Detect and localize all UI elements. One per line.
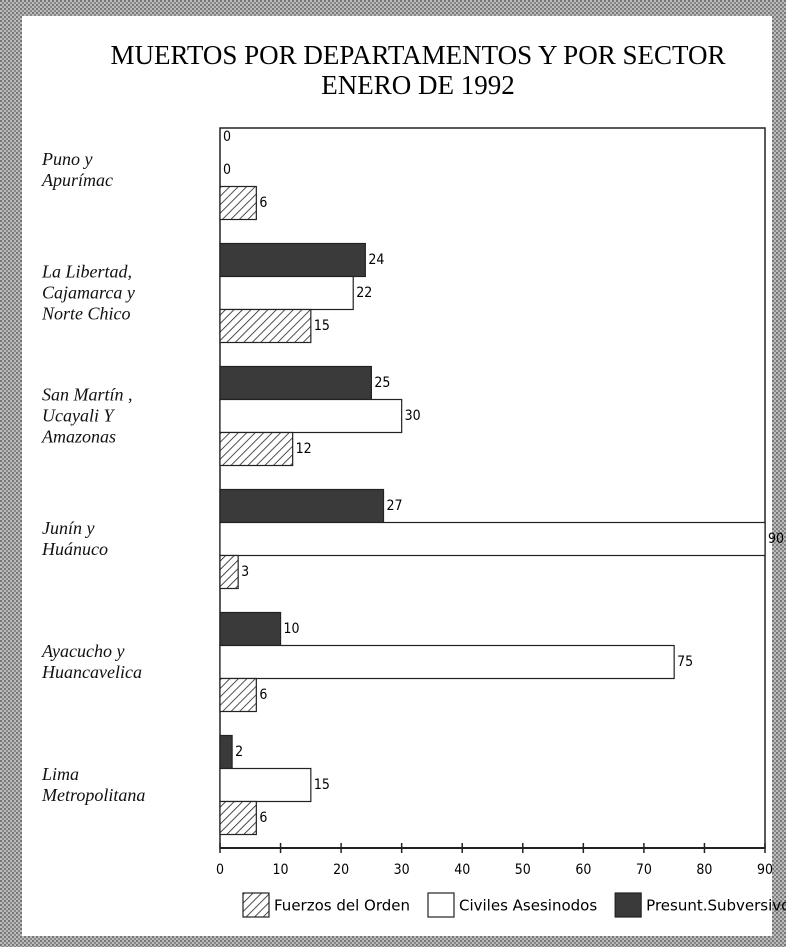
bar	[219, 554, 239, 590]
category-label: Puno y Apurímac	[42, 149, 113, 190]
value-label: 22	[356, 285, 372, 301]
bar	[219, 398, 403, 434]
value-label: 75	[677, 654, 693, 670]
x-tick-label: 90	[757, 862, 773, 878]
legend-swatch	[427, 892, 455, 918]
x-tick-label: 0	[216, 862, 224, 878]
value-label: 12	[296, 441, 312, 457]
bar	[219, 734, 233, 770]
chart-title: MUERTOS POR DEPARTAMENTOS Y POR SECTOR	[111, 40, 726, 70]
value-label: 6	[259, 810, 267, 826]
value-label: 10	[284, 621, 300, 637]
bar	[219, 185, 257, 221]
category-label: San Martín , Ucayali Y Amazonas	[42, 384, 133, 447]
legend-label: Civiles Asesinodos	[459, 897, 597, 915]
x-tick-label: 70	[636, 862, 652, 878]
x-tick-label: 80	[696, 862, 712, 878]
bar	[219, 488, 385, 524]
value-label: 0	[223, 162, 231, 178]
value-label: 0	[223, 129, 231, 145]
bar	[219, 308, 312, 344]
value-label: 2	[235, 744, 243, 760]
value-label: 15	[314, 777, 330, 793]
x-tick-label: 50	[515, 862, 531, 878]
value-label: 6	[259, 687, 267, 703]
category-label: Lima Metropolitana	[42, 764, 146, 805]
category-label: Junín y Huánuco	[42, 518, 108, 559]
value-label: 6	[259, 195, 267, 211]
x-tick-label: 20	[333, 862, 349, 878]
bar	[219, 521, 766, 557]
legend-swatch	[242, 892, 270, 918]
chart-subtitle: ENERO DE 1992	[321, 70, 514, 100]
value-label: 27	[387, 498, 403, 514]
bar	[219, 242, 366, 278]
bar	[219, 767, 312, 803]
bar	[219, 431, 294, 467]
bar	[219, 644, 675, 680]
category-label: La Libertad, Cajamarca y Norte Chico	[42, 261, 135, 324]
bar	[219, 677, 257, 713]
value-label: 15	[314, 318, 330, 334]
panel	[22, 16, 772, 936]
value-label: 90	[768, 531, 784, 547]
legend-swatch	[614, 892, 642, 918]
value-label: 24	[368, 252, 384, 268]
bar	[219, 365, 372, 401]
legend-label: Presunt.Subversivos	[646, 897, 786, 915]
x-tick-label: 30	[394, 862, 410, 878]
x-tick-label: 60	[575, 862, 591, 878]
value-label: 25	[374, 375, 390, 391]
x-tick-label: 10	[273, 862, 289, 878]
value-label: 3	[241, 564, 249, 580]
bar	[219, 800, 257, 836]
bar	[219, 611, 282, 647]
bar	[219, 275, 354, 311]
category-label: Ayacucho y Huancavelica	[42, 641, 142, 682]
legend-label: Fuerzos del Orden	[274, 897, 410, 915]
value-label: 30	[405, 408, 421, 424]
x-tick-label: 40	[454, 862, 470, 878]
